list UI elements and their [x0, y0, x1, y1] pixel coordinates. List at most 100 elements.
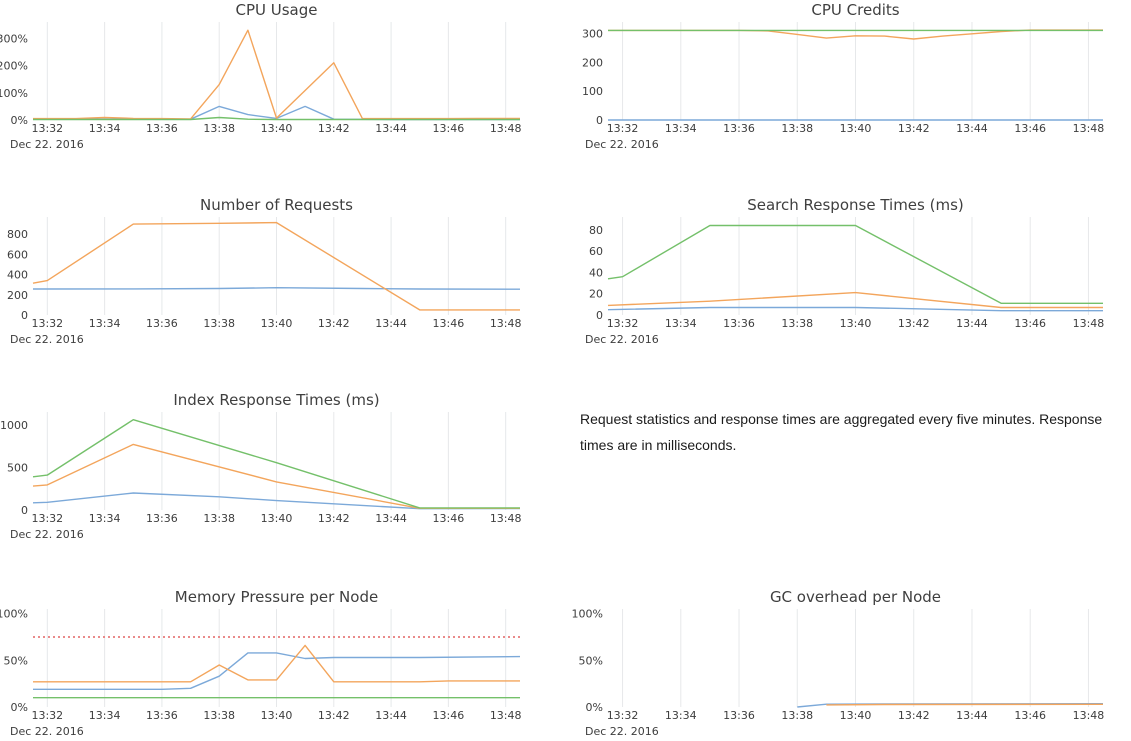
y-tick-label: 100%	[0, 608, 28, 621]
date-label: Dec 22. 2016	[585, 725, 659, 738]
series-line-blue	[33, 652, 521, 691]
y-tick-label: 600	[7, 248, 28, 261]
x-tick-label: 13:36	[723, 317, 755, 330]
y-tick-label: 100	[582, 85, 603, 98]
x-tick-label: 13:38	[781, 122, 814, 135]
x-tick-label: 13:46	[1014, 317, 1047, 330]
x-axis-labels: 13:32 13:34 13:36 13:38 13:40 13:42 13:44 13:46…	[575, 122, 1105, 135]
x-tick-label: 13:42	[317, 709, 350, 722]
x-tick-label: 13:48	[1072, 709, 1105, 722]
x-tick-label: 13:32	[606, 317, 639, 330]
series-line-blue	[607, 306, 1103, 312]
x-tick-label: 13:46	[432, 512, 465, 525]
chart-cpu-credits: CPU Credits 0 100 200 300 13:32 13:34 13:36 13:3…	[575, 0, 1105, 151]
x-tick-label: 13:38	[203, 317, 236, 330]
x-tick-label: 13:44	[956, 317, 988, 330]
x-tick-label: 13:48	[489, 317, 522, 330]
x-tick-label: 13:48	[489, 709, 522, 722]
y-tick-label: 200	[7, 289, 28, 302]
x-tick-label: 13:36	[146, 317, 178, 330]
x-tick-label: 13:38	[781, 317, 814, 330]
x-tick-label: 13:46	[1014, 709, 1047, 722]
chart-number-of-requests: Number of Requests 0 200 400 600 800 13:32 13:3…	[0, 195, 530, 346]
x-tick-label: 13:46	[432, 709, 465, 722]
x-tick-label: 13:36	[146, 512, 178, 525]
date-label: Dec 22. 2016	[585, 333, 659, 346]
series-line-green	[33, 116, 520, 121]
x-tick-label: 13:36	[146, 709, 178, 722]
x-axis-labels: 13:32 13:34 13:36 13:38 13:40 13:42 13:44 13:46…	[0, 122, 530, 135]
x-tick-label: 13:40	[260, 709, 293, 722]
x-tick-label: 13:48	[1072, 122, 1105, 135]
x-tick-label: 13:34	[88, 122, 121, 135]
x-tick-label: 13:40	[260, 122, 293, 135]
date-label: Dec 22. 2016	[585, 138, 659, 151]
x-tick-label: 13:44	[956, 709, 988, 722]
chart-cpu-usage: CPU Usage 0% 100% 200% 300% 13:32 13:34 13:36 13…	[0, 0, 530, 151]
x-axis-labels: 13:32 13:34 13:36 13:38 13:40 13:42 13:44 13:46…	[0, 317, 530, 330]
x-tick-label: 13:44	[375, 512, 407, 525]
chart-title: CPU Credits	[811, 1, 900, 19]
y-tick-label: 60	[589, 245, 603, 258]
y-tick-label: 400	[7, 269, 28, 282]
x-tick-label: 13:34	[664, 709, 697, 722]
x-tick-label: 13:40	[839, 122, 872, 135]
chart-title: Index Response Times (ms)	[173, 391, 380, 409]
x-tick-label: 13:38	[203, 512, 236, 525]
series-line-orange	[33, 644, 520, 683]
x-tick-label: 13:32	[31, 317, 64, 330]
x-tick-label: 13:42	[897, 122, 930, 135]
chart-title: CPU Usage	[235, 1, 318, 19]
x-tick-label: 13:34	[664, 122, 697, 135]
x-tick-label: 13:48	[489, 122, 522, 135]
x-tick-label: 13:36	[723, 709, 755, 722]
y-tick-label: 500	[7, 461, 28, 474]
y-tick-label: 50%	[4, 654, 28, 667]
x-tick-label: 13:42	[317, 122, 350, 135]
y-tick-label: 200%	[0, 60, 28, 73]
y-tick-label: 800	[7, 228, 28, 241]
y-tick-label: 0	[21, 504, 28, 517]
x-tick-label: 13:44	[375, 709, 407, 722]
y-tick-label: 1000	[0, 419, 28, 432]
chart-title: Search Response Times (ms)	[747, 196, 964, 214]
date-label: Dec 22. 2016	[10, 528, 84, 541]
chart-index-response-times: Index Response Times (ms) 0 500 1000 13:32 13…	[0, 390, 530, 541]
x-tick-label: 13:38	[781, 709, 814, 722]
chart-gc-overhead-per-node: GC overhead per Node 0% 50% 100% 13:32 13:34 1…	[572, 587, 1105, 738]
chart-plot-area: 0 100 200 300	[582, 22, 1103, 127]
x-tick-label: 13:32	[606, 709, 639, 722]
chart-title: Memory Pressure per Node	[174, 588, 379, 606]
y-tick-label: 100%	[572, 608, 603, 621]
x-tick-label: 13:32	[31, 709, 64, 722]
y-tick-label: 0%	[11, 701, 28, 714]
x-tick-label: 13:34	[664, 317, 697, 330]
series-line-orange	[32, 221, 520, 311]
series-line-blue	[32, 286, 521, 290]
x-tick-label: 13:40	[839, 317, 872, 330]
chart-plot-area: 0 500 1000	[0, 412, 521, 517]
x-tick-label: 13:38	[203, 709, 236, 722]
x-tick-label: 13:42	[897, 317, 930, 330]
y-tick-label: 0	[21, 309, 28, 322]
series-line-green	[607, 224, 1103, 305]
y-tick-label: 40	[589, 266, 603, 279]
x-tick-label: 13:36	[723, 122, 755, 135]
x-tick-label: 13:48	[1072, 317, 1105, 330]
y-tick-label: 0%	[11, 114, 28, 127]
x-tick-label: 13:32	[31, 512, 64, 525]
x-tick-label: 13:46	[1014, 122, 1047, 135]
y-tick-label: 80	[589, 224, 603, 237]
x-tick-label: 13:48	[489, 512, 522, 525]
x-tick-label: 13:36	[146, 122, 178, 135]
chart-title: Number of Requests	[200, 196, 353, 214]
x-axis-labels: 13:32 13:34 13:36 13:38 13:40 13:42 13:44 13:46…	[0, 512, 530, 525]
y-tick-label: 200	[582, 56, 603, 69]
y-tick-label: 100%	[0, 87, 28, 100]
chart-plot-area: 0% 50% 100%	[572, 608, 1104, 714]
chart-plot-area: 0 20 40 60 80	[589, 217, 1103, 322]
x-tick-label: 13:32	[606, 122, 639, 135]
y-tick-label: 20	[589, 288, 603, 301]
x-tick-label: 13:44	[375, 122, 407, 135]
